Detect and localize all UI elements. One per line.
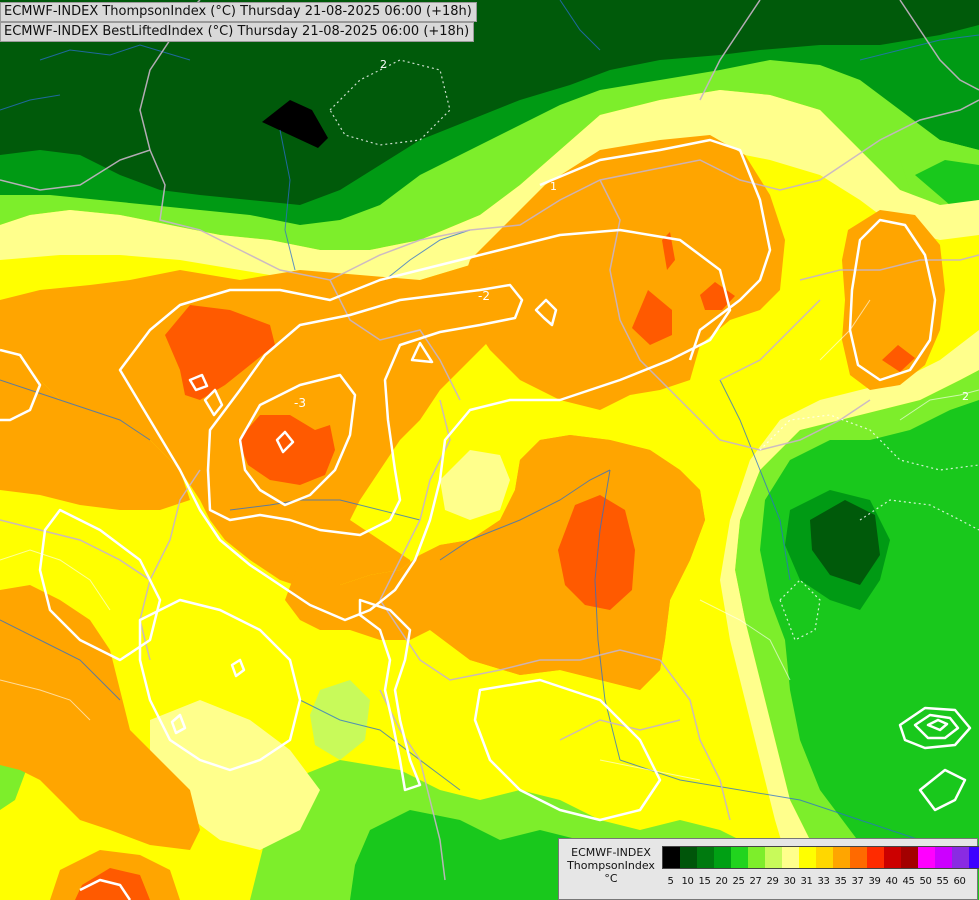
- contour-label-minus3: -3: [294, 396, 306, 410]
- contour-label-2-east: 2: [962, 390, 969, 403]
- legend-swatch: [680, 847, 697, 868]
- field-pale-yellow-center: [440, 450, 510, 520]
- legend-swatch: [884, 847, 901, 868]
- legend-tick-label: 29: [766, 876, 779, 887]
- legend-label-model: ECMWF-INDEX: [571, 846, 651, 859]
- legend-tick-label: 60: [953, 876, 966, 887]
- contour-minus3: [238, 373, 357, 507]
- legend-swatch: [867, 847, 884, 868]
- legend-tick-label: 10: [681, 876, 694, 887]
- field-red-orange-a: [165, 305, 275, 400]
- field-red-orange-f: [558, 495, 635, 610]
- legend-tick-label: 25: [732, 876, 745, 887]
- field-dark-green-east: [810, 500, 880, 585]
- legend-swatch: [935, 847, 952, 868]
- map-title-best-lifted-index: ECMWF-INDEX BestLiftedIndex (°C) Thursda…: [0, 22, 475, 42]
- legend-swatch: [782, 847, 799, 868]
- contour-loop-3: [203, 388, 224, 417]
- legend-tick-label: 39: [868, 876, 881, 887]
- legend-tick-label: 45: [902, 876, 915, 887]
- legend-tick-label: 15: [698, 876, 711, 887]
- legend-tick-label: 33: [817, 876, 830, 887]
- field-red-orange-c: [632, 290, 672, 345]
- field-black-north: [262, 100, 328, 148]
- legend-swatch: [969, 847, 979, 868]
- contour-labels: -2 -3 2 2 1: [294, 58, 969, 410]
- thin-contours: [0, 299, 979, 781]
- legend-swatch-bar: [662, 846, 979, 869]
- contour-far-south: [79, 878, 132, 900]
- legend-swatch: [765, 847, 782, 868]
- legend-tick-label: 35: [834, 876, 847, 887]
- dotted-contours: [329, 59, 979, 641]
- field-red-orange-e: [662, 232, 675, 270]
- contour-southeast-4: [918, 768, 967, 812]
- legend-swatch: [816, 847, 833, 868]
- legend-swatch: [850, 847, 867, 868]
- legend-swatch: [731, 847, 748, 868]
- contour-southeast-rings-1: [898, 706, 972, 750]
- field-green-ne-patch: [915, 160, 979, 205]
- legend-title: ECMWF-INDEX ThompsonIndex °C: [563, 846, 659, 885]
- legend-swatch: [833, 847, 850, 868]
- legend-tick-label: 40: [885, 876, 898, 887]
- legend-tick-labels: 5 10 15 20 25 27 29 30 31 33 35 37 39 40 45 50 55 60: [662, 876, 968, 890]
- legend-tick-label: 20: [715, 876, 728, 887]
- contour-minus2-center: [206, 283, 524, 537]
- legend-swatch: [918, 847, 935, 868]
- legend-tick-label: 55: [936, 876, 949, 887]
- legend-swatch: [901, 847, 918, 868]
- contour-south-center: [473, 678, 662, 822]
- legend-tick-label: 50: [919, 876, 932, 887]
- contour-west-2: [38, 508, 162, 662]
- field-orange-south-west: [0, 585, 200, 850]
- legend-tick-label: 30: [783, 876, 796, 887]
- legend-tick-label: 5: [667, 876, 674, 887]
- map-title-thompson-index: ECMWF-INDEX ThompsonIndex (°C) Thursday …: [0, 2, 477, 22]
- contour-east-north: [848, 218, 937, 382]
- contour-southeast-rings-3: [926, 718, 949, 732]
- field-red-orange-d: [700, 282, 735, 310]
- legend-label-unit: °C: [604, 872, 618, 885]
- field-orange-north-east: [460, 135, 785, 410]
- contour-loop-sw2: [230, 658, 246, 678]
- contour-1-north: [539, 138, 772, 361]
- contour-loop-5: [534, 298, 558, 327]
- legend-label-parameter: ThompsonIndex: [567, 859, 655, 872]
- contour-loop-4: [410, 341, 434, 364]
- contour-label-2-north: 2: [380, 58, 387, 71]
- field-orange-west: [0, 350, 190, 510]
- contour-loop-sw: [170, 713, 187, 735]
- legend-tick-label: 27: [749, 876, 762, 887]
- legend-swatch: [799, 847, 816, 868]
- legend-tick-label: 37: [851, 876, 864, 887]
- legend-swatch: [748, 847, 765, 868]
- contour-loop-2: [188, 373, 209, 392]
- legend-tick-label: 31: [800, 876, 813, 887]
- country-borders: [0, 0, 979, 881]
- legend-swatch: [714, 847, 731, 868]
- color-legend: ECMWF-INDEX ThompsonIndex °C 5 10 15 20 25 27…: [558, 838, 979, 900]
- contour-0-outer: [118, 228, 732, 622]
- legend-swatch: [952, 847, 969, 868]
- contour-southeast-rings-2: [913, 713, 960, 740]
- contour-loop-1: [275, 430, 295, 454]
- contour-southwest: [138, 598, 302, 772]
- field-dark-green-north: [0, 0, 979, 205]
- contour-central-south: [358, 598, 422, 792]
- field-red-orange-g: [882, 345, 915, 372]
- legend-swatch: [663, 847, 680, 868]
- contour-west: [0, 348, 42, 422]
- contour-label-1-north: 1: [550, 180, 557, 193]
- contours: [0, 138, 972, 900]
- field-pale-yellow-north: [0, 90, 979, 285]
- contour-label-minus2-center: -2: [478, 289, 490, 303]
- legend-swatch: [697, 847, 714, 868]
- field-orange-east: [842, 210, 945, 390]
